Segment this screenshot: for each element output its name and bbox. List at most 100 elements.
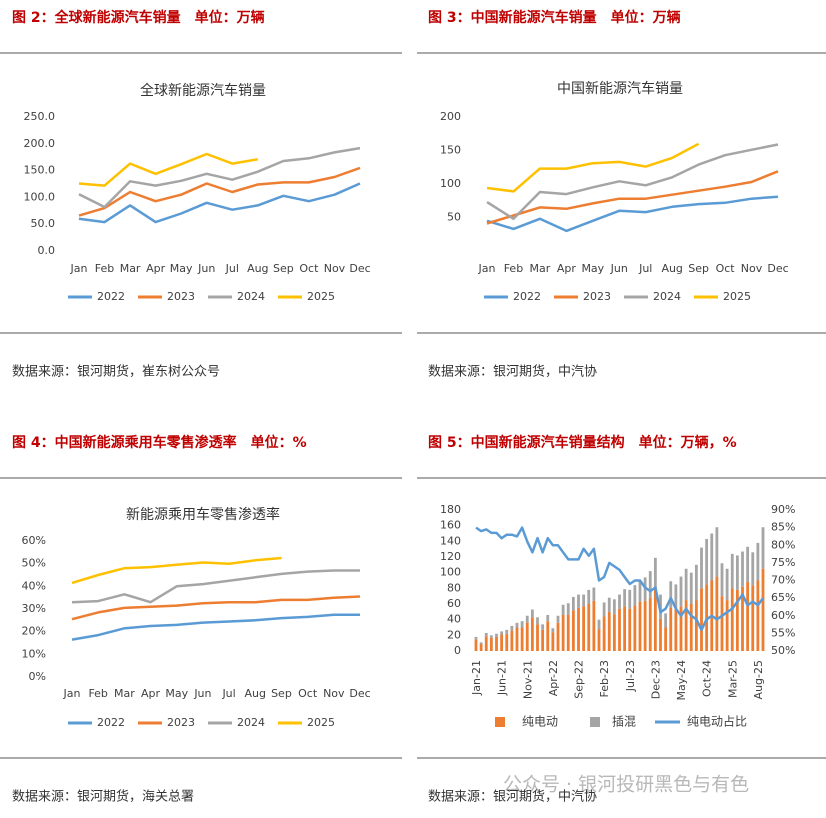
bar — [618, 594, 621, 609]
bar — [684, 600, 688, 651]
y-tick-label: 30% — [22, 602, 46, 615]
bar — [479, 642, 483, 644]
bar — [735, 589, 739, 651]
bar — [741, 586, 744, 651]
x-tick-label: Mar — [530, 262, 551, 275]
y-tick-label: 180 — [440, 503, 461, 516]
bar — [623, 606, 627, 651]
series-line — [486, 143, 779, 221]
x-tick-label: Sep — [273, 262, 294, 275]
y-tick-label: 100 — [440, 177, 461, 190]
legend-label: 2024 — [237, 716, 265, 729]
bar — [653, 557, 657, 590]
y-tick-label: 250.0 — [24, 110, 56, 123]
y-tick-label: 20 — [447, 628, 461, 641]
bar — [500, 634, 504, 651]
y2-tick-label: 90% — [771, 503, 795, 516]
y-tick-label: 150.0 — [24, 164, 56, 177]
bar — [602, 616, 606, 651]
bar — [648, 597, 652, 651]
bar — [730, 588, 734, 651]
legend-label: 2024 — [653, 290, 681, 303]
bar — [664, 613, 668, 628]
x-tick-label: Nov — [741, 262, 763, 275]
y-tick-label: 100.0 — [24, 190, 56, 203]
bar — [720, 596, 724, 651]
bar — [597, 619, 601, 630]
figure-heading: 图 2：全球新能源汽车销量 单位：万辆 — [12, 9, 265, 26]
y2-tick-label: 70% — [771, 574, 795, 587]
bar — [725, 568, 729, 601]
bar — [489, 635, 493, 638]
bar — [546, 614, 550, 622]
bar — [689, 572, 693, 604]
y-tick-label: 10% — [22, 647, 46, 660]
legend-label: 2023 — [167, 290, 195, 303]
legend-label: 2025 — [723, 290, 751, 303]
legend-label: 2022 — [97, 290, 125, 303]
x-tick-label: Jun — [193, 687, 211, 700]
y-tick-label: 0 — [454, 644, 461, 657]
bar — [495, 633, 498, 637]
bar — [602, 602, 606, 617]
bar — [510, 625, 514, 631]
bar — [484, 632, 488, 637]
bar — [582, 594, 586, 607]
y-tick-label: 20% — [22, 625, 46, 638]
bar — [515, 627, 519, 651]
y-tick-label: 100 — [440, 566, 461, 579]
bar — [679, 606, 683, 651]
y-tick-label: 50.0 — [31, 217, 56, 230]
bar — [700, 588, 703, 651]
source: 数据来源：银河期货，中汽协 — [428, 789, 597, 805]
x-tick-label: Mar — [114, 687, 135, 700]
legend-swatch — [495, 717, 505, 727]
bar — [684, 568, 688, 601]
bar — [730, 553, 734, 589]
bar — [561, 604, 565, 615]
bar — [669, 581, 673, 608]
y-tick-label: 0% — [29, 670, 46, 683]
x-tick-label: Dec-23 — [649, 660, 662, 699]
y-tick-label: 140 — [440, 534, 461, 547]
bar — [746, 546, 750, 583]
x-tick-label: Feb — [504, 262, 523, 275]
bar — [669, 607, 673, 651]
bar — [474, 636, 478, 640]
bar — [592, 600, 596, 651]
legend-label: 纯电动占比 — [687, 714, 747, 729]
x-tick-label: Jan — [63, 687, 81, 700]
bar — [495, 636, 498, 651]
x-tick-label: Mar — [120, 262, 141, 275]
legend-label: 2024 — [237, 290, 265, 303]
bar — [566, 603, 570, 615]
series-line — [78, 182, 361, 224]
bar — [577, 607, 580, 651]
bar — [525, 622, 529, 651]
x-tick-label: Jun-21 — [496, 660, 509, 696]
legend-swatch — [590, 717, 600, 727]
bar — [761, 568, 765, 651]
bar — [761, 527, 765, 569]
y-tick-label: 200.0 — [24, 137, 56, 150]
x-tick-label: Aug — [247, 262, 268, 275]
chart-title: 中国新能源汽车销量 — [557, 80, 683, 97]
bar — [612, 614, 616, 651]
x-tick-label: May — [170, 262, 193, 275]
x-tick-label: Jul-23 — [624, 660, 637, 692]
y-tick-label: 200 — [440, 110, 461, 123]
bar — [643, 600, 647, 651]
bar — [623, 589, 627, 607]
bar — [561, 614, 565, 651]
legend-label: 2025 — [307, 716, 335, 729]
source: 数据来源：银河期货，海关总署 — [12, 789, 194, 805]
x-tick-label: Sep — [688, 262, 709, 275]
bar — [715, 576, 719, 651]
bar — [520, 621, 524, 628]
x-tick-label: Jun — [610, 262, 628, 275]
bar — [607, 597, 611, 612]
legend-label: 2023 — [167, 716, 195, 729]
bar — [756, 542, 760, 581]
y-tick-label: 150 — [440, 144, 461, 157]
figure-heading: 图 3：中国新能源汽车销量 单位：万辆 — [428, 9, 681, 26]
